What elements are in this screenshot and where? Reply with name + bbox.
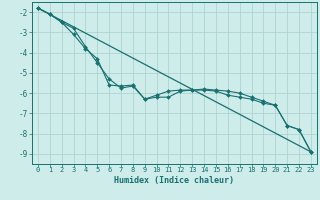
X-axis label: Humidex (Indice chaleur): Humidex (Indice chaleur) [115, 176, 234, 185]
